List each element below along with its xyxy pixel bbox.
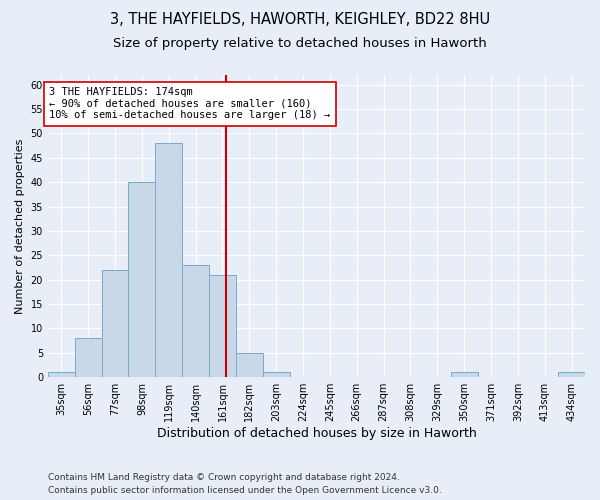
X-axis label: Distribution of detached houses by size in Haworth: Distribution of detached houses by size … [157,427,476,440]
Bar [451,372,478,377]
Bar [155,143,182,377]
Bar [236,353,263,377]
Text: Contains HM Land Registry data © Crown copyright and database right 2024.: Contains HM Land Registry data © Crown c… [48,472,400,482]
Text: Size of property relative to detached houses in Haworth: Size of property relative to detached ho… [113,38,487,51]
Bar [48,372,75,377]
Bar [101,270,128,377]
Y-axis label: Number of detached properties: Number of detached properties [15,138,25,314]
Bar [128,182,155,377]
Text: 3 THE HAYFIELDS: 174sqm
← 90% of detached houses are smaller (160)
10% of semi-d: 3 THE HAYFIELDS: 174sqm ← 90% of detache… [49,87,331,120]
Bar [263,372,290,377]
Text: Contains public sector information licensed under the Open Government Licence v3: Contains public sector information licen… [48,486,442,495]
Text: 3, THE HAYFIELDS, HAWORTH, KEIGHLEY, BD22 8HU: 3, THE HAYFIELDS, HAWORTH, KEIGHLEY, BD2… [110,12,490,28]
Bar [558,372,585,377]
Bar [209,275,236,377]
Bar [182,265,209,377]
Bar [75,338,101,377]
